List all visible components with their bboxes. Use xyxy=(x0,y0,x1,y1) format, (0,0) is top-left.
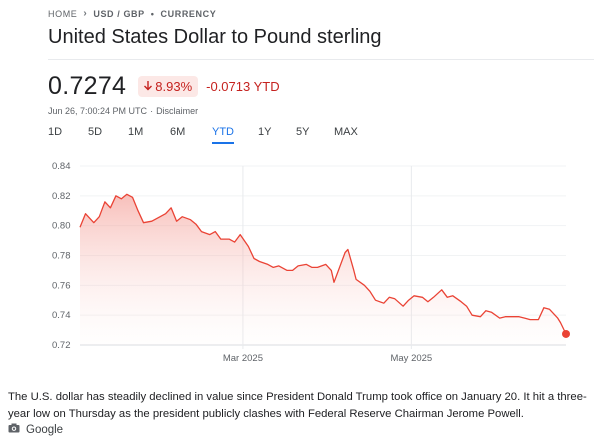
chevron-right-icon: › xyxy=(83,8,88,19)
x-tick-label: May 2025 xyxy=(390,353,432,364)
y-tick-label: 0.74 xyxy=(52,310,71,321)
arrow-down-icon xyxy=(143,79,153,94)
tab-5y[interactable]: 5Y xyxy=(296,126,310,138)
tab-1m[interactable]: 1M xyxy=(128,126,144,138)
price-meta: Jun 26, 7:00:24 PM UTC · Disclaimer xyxy=(48,106,198,116)
current-price: 0.7274 xyxy=(48,72,127,100)
source-label: Google xyxy=(26,423,64,436)
y-tick-label: 0.78 xyxy=(52,251,71,262)
meta-separator: · xyxy=(150,106,154,116)
disclaimer-link[interactable]: Disclaimer xyxy=(156,106,199,116)
y-tick-label: 0.82 xyxy=(52,191,71,202)
range-tabs: 1D 5D 1M 6M YTD 1Y 5Y MAX xyxy=(48,126,358,144)
y-tick-label: 0.76 xyxy=(52,280,71,291)
breadcrumb-home[interactable]: HOME xyxy=(48,8,78,19)
image-source: Google xyxy=(8,423,63,436)
tab-max[interactable]: MAX xyxy=(334,126,358,138)
camera-icon xyxy=(8,423,20,436)
change-percent: 8.93% xyxy=(155,79,193,94)
divider xyxy=(48,59,594,60)
change-badge: 8.93% xyxy=(138,76,199,97)
tab-ytd[interactable]: YTD xyxy=(212,126,234,144)
y-tick-label: 0.80 xyxy=(52,221,71,232)
price-line xyxy=(79,193,567,335)
x-tick-label: Mar 2025 xyxy=(223,353,263,364)
tab-5d[interactable]: 5D xyxy=(88,126,103,138)
breadcrumb-pair: USD / GBP xyxy=(93,8,145,19)
price-area-fill xyxy=(80,194,566,345)
currency-card: HOME › USD / GBP • CURRENCY United State… xyxy=(0,8,594,370)
article-caption: The U.S. dollar has steadily declined in… xyxy=(8,391,587,420)
price-row: 0.7274 8.93% -0.0713 YTD xyxy=(48,72,280,101)
latest-price-marker xyxy=(562,329,570,338)
tab-6m[interactable]: 6M xyxy=(170,126,186,138)
page-title: United States Dollar to Pound sterling xyxy=(48,26,382,48)
change-absolute: -0.0713 YTD xyxy=(206,79,280,94)
breadcrumb-separator: • xyxy=(150,8,155,19)
tab-1d[interactable]: 1D xyxy=(48,126,63,138)
breadcrumb: HOME › USD / GBP • CURRENCY xyxy=(48,8,216,19)
y-tick-label: 0.72 xyxy=(52,340,71,351)
y-tick-label: 0.84 xyxy=(52,161,71,172)
price-chart[interactable]: 0.84 0.82 0.80 0.78 0.76 0.74 0.72 Mar 2025 May … xyxy=(0,152,594,370)
timestamp: Jun 26, 7:00:24 PM UTC xyxy=(48,106,148,116)
tab-1y[interactable]: 1Y xyxy=(258,126,272,138)
breadcrumb-category: CURRENCY xyxy=(160,8,217,19)
